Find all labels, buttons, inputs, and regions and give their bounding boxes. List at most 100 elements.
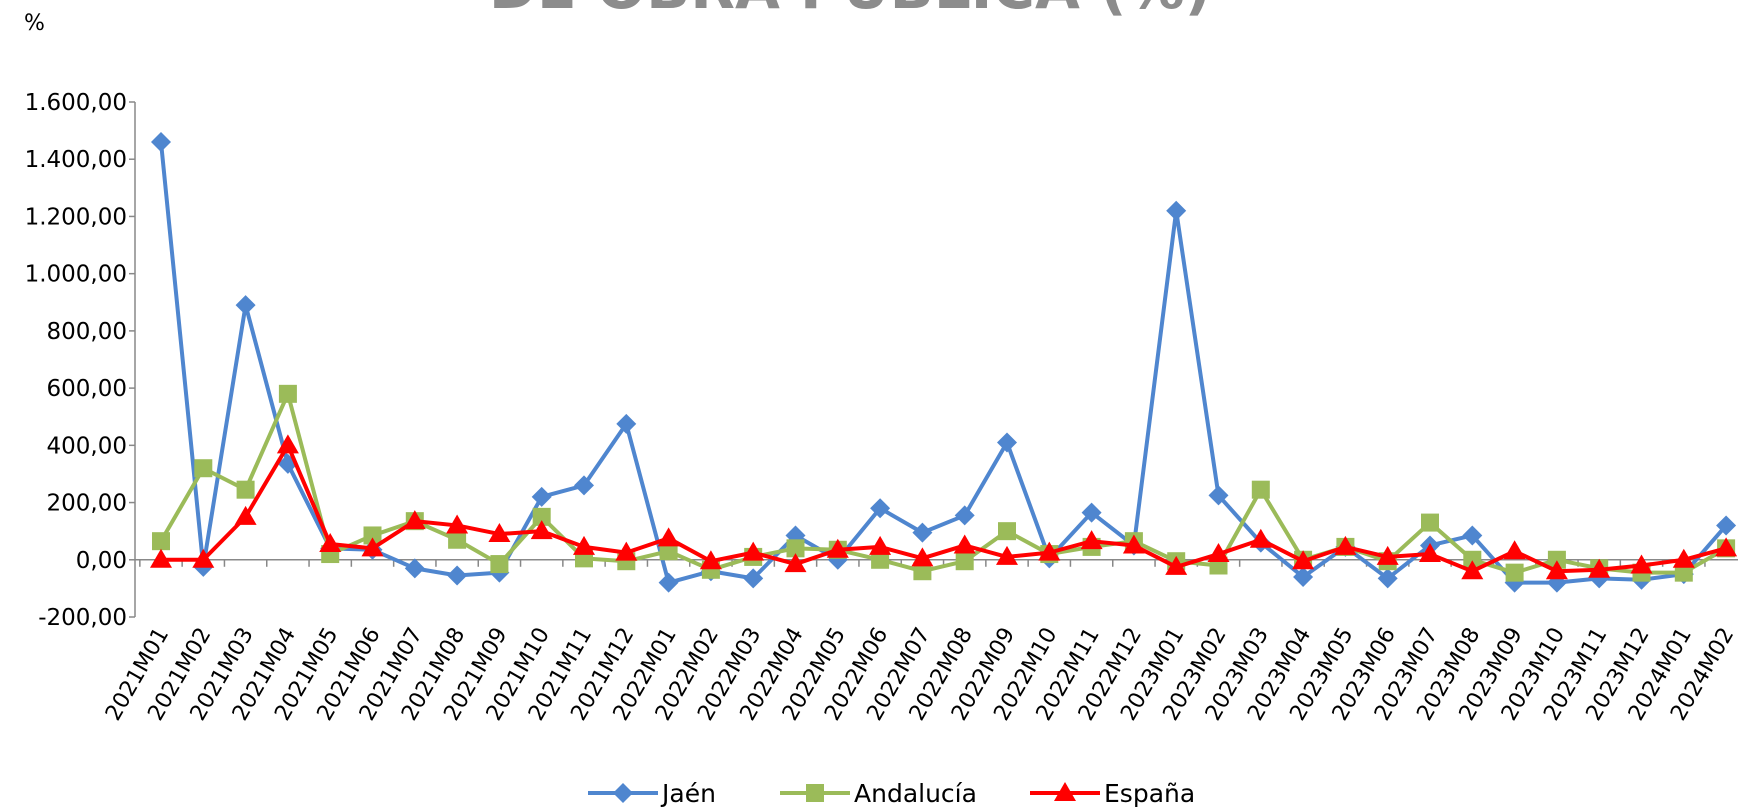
marker (278, 384, 297, 403)
marker (658, 572, 679, 593)
marker (997, 432, 1017, 453)
y-tick-label: 1.000,00 (25, 262, 127, 288)
marker (276, 434, 299, 454)
y-tick-label: 600,00 (47, 376, 127, 402)
marker (319, 533, 342, 553)
marker (403, 510, 426, 530)
y-tick-label: 400,00 (47, 433, 127, 459)
marker (1505, 563, 1524, 582)
y-tick-label: 1.200,00 (25, 204, 127, 230)
marker (574, 475, 594, 496)
marker (236, 480, 255, 499)
marker (870, 498, 891, 519)
marker (404, 558, 425, 579)
marker (1292, 550, 1315, 570)
marker (1165, 555, 1188, 575)
marker (1334, 535, 1357, 555)
series-line (159, 141, 1728, 585)
marker (1503, 540, 1526, 560)
marker (1249, 528, 1272, 548)
marker (826, 538, 849, 558)
marker (1463, 550, 1482, 569)
marker (532, 507, 551, 526)
marker (996, 545, 1018, 565)
y-tick-label: 1.400,00 (25, 147, 127, 173)
marker (1038, 541, 1061, 561)
marker (911, 547, 934, 567)
series-line (159, 391, 1728, 575)
marker (953, 534, 976, 554)
y-tick-label: -200,00 (38, 605, 127, 631)
marker (657, 527, 680, 547)
marker (488, 523, 511, 543)
series-line (161, 443, 1727, 574)
legend-label: Jaén (660, 779, 716, 808)
marker (1293, 566, 1314, 587)
marker (1588, 558, 1611, 578)
marker (151, 132, 171, 153)
marker (447, 565, 468, 586)
marker (194, 459, 213, 478)
marker (615, 541, 638, 561)
marker (448, 530, 467, 549)
marker (1251, 480, 1270, 499)
marker (361, 537, 384, 557)
marker (1081, 502, 1102, 523)
marker (1672, 548, 1695, 568)
marker (1208, 485, 1229, 506)
marker (1377, 568, 1398, 589)
marker (1715, 537, 1738, 557)
marker (446, 514, 469, 534)
marker (1080, 530, 1103, 550)
marker (192, 548, 215, 568)
marker (1630, 554, 1653, 574)
marker (235, 295, 256, 316)
y-tick-label: 200,00 (47, 491, 127, 517)
marker (743, 568, 764, 589)
marker (150, 548, 172, 568)
marker (1419, 543, 1441, 563)
marker (363, 526, 382, 545)
y-axis-label: % (24, 11, 45, 36)
marker (913, 562, 932, 581)
marker (531, 486, 552, 507)
marker (1376, 545, 1399, 565)
marker (1461, 560, 1484, 580)
marker (742, 541, 765, 561)
marker (490, 555, 509, 574)
marker (152, 532, 170, 551)
marker (784, 553, 807, 573)
marker (954, 505, 975, 526)
marker (530, 520, 553, 540)
marker (1547, 550, 1566, 569)
marker (234, 505, 257, 525)
marker (1166, 200, 1187, 221)
marker (613, 783, 633, 803)
marker (1421, 513, 1439, 532)
marker (1674, 563, 1693, 582)
marker (1054, 782, 1076, 801)
chart-title: DE OBRA PÚBLICA (%) (489, 0, 1211, 22)
legend-label: Andalucía (854, 779, 977, 808)
marker (998, 522, 1016, 541)
marker (1716, 515, 1737, 536)
y-tick-label: 800,00 (47, 319, 127, 345)
marker (616, 413, 637, 434)
y-tick-label: 0,00 (76, 548, 127, 574)
marker (786, 539, 805, 558)
marker (659, 542, 678, 561)
marker (1207, 543, 1230, 563)
marker (955, 552, 974, 571)
marker (1122, 534, 1145, 554)
marker (699, 550, 722, 570)
marker (806, 784, 824, 802)
marker (871, 550, 890, 569)
marker (573, 535, 595, 555)
legend-label: España (1104, 779, 1195, 808)
marker (912, 522, 933, 543)
marker (1462, 525, 1483, 546)
y-tick-label: 1.600,00 (25, 90, 127, 116)
marker (869, 535, 892, 555)
marker (1545, 560, 1568, 580)
